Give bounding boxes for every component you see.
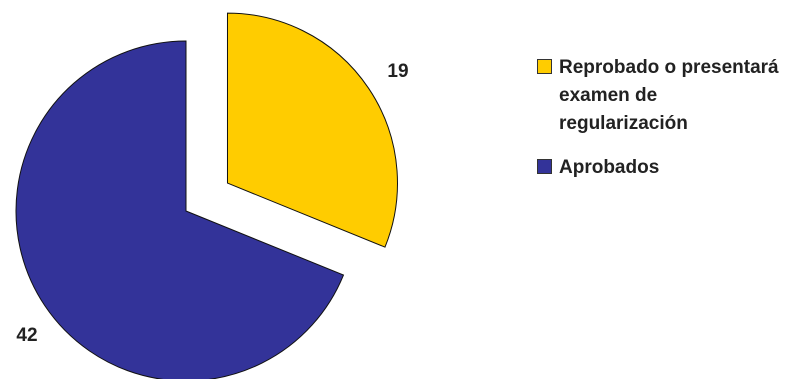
legend-swatch-aprobados — [537, 159, 552, 174]
pie-slice-aprobados — [15, 40, 345, 379]
legend-label-aprobados: Aprobados — [559, 157, 660, 178]
data-label-reprobado: 19 — [387, 61, 408, 82]
legend-item-aprobados: Aprobados — [537, 154, 787, 182]
data-label-aprobados: 42 — [16, 325, 37, 346]
legend-item-reprobado: Reprobado o presentará examen de regular… — [537, 54, 787, 138]
legend-label-reprobado: Reprobado o presentará examen de regular… — [559, 57, 779, 134]
pie-slice-reprobado — [226, 12, 398, 248]
legend-swatch-reprobado — [537, 59, 552, 74]
chart-legend: Reprobado o presentará examen de regular… — [537, 54, 787, 198]
